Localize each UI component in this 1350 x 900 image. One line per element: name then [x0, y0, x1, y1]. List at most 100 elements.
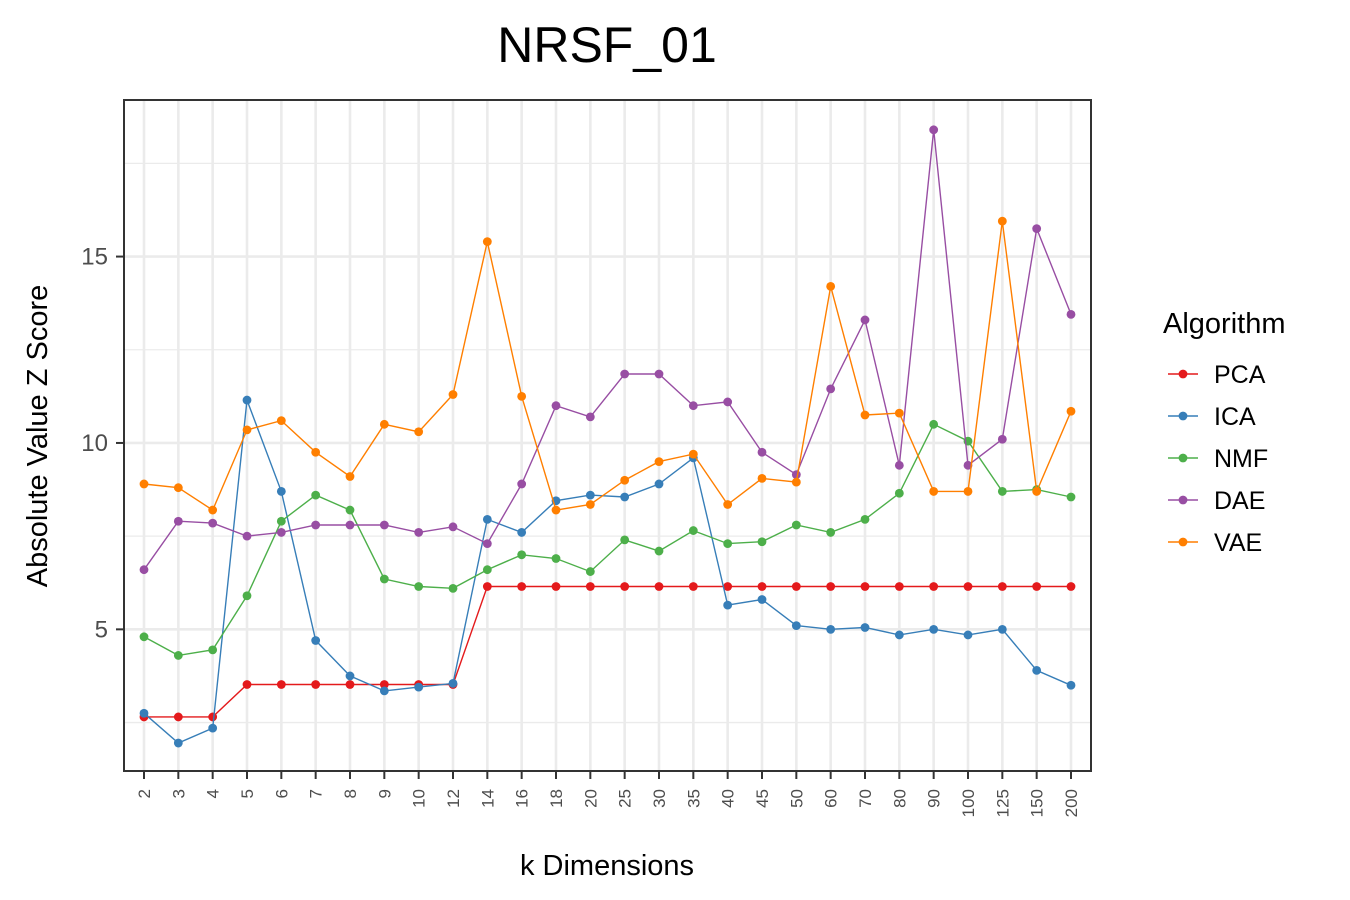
data-point: [379, 574, 389, 584]
data-point: [551, 401, 561, 411]
x-tick-label: 20: [581, 789, 600, 808]
data-point: [414, 528, 424, 537]
x-tick-label: 8: [341, 789, 360, 798]
data-point: [997, 434, 1007, 444]
data-point: [379, 520, 389, 530]
data-point: [723, 582, 733, 591]
data-point: [1032, 487, 1042, 496]
data-point: [1066, 309, 1076, 319]
data-point: [860, 315, 870, 325]
x-tick-label: 40: [719, 789, 738, 808]
data-point: [139, 479, 149, 489]
data-point: [276, 528, 286, 537]
data-point: [208, 712, 218, 722]
data-point: [345, 520, 355, 530]
data-point: [276, 516, 286, 526]
data-point: [585, 567, 595, 576]
x-tick-label: 6: [272, 789, 291, 798]
data-point: [757, 473, 767, 483]
data-point: [311, 636, 321, 645]
data-point: [482, 514, 492, 524]
data-point: [242, 680, 252, 689]
data-point: [894, 408, 904, 418]
data-point: [345, 472, 355, 481]
data-point: [414, 682, 424, 692]
data-point: [276, 680, 286, 689]
series-line-dae: [143, 129, 1072, 571]
x-tick-label: 16: [513, 789, 532, 808]
data-point: [551, 582, 561, 591]
x-tick-label: 35: [684, 789, 703, 808]
data-point: [551, 554, 561, 563]
data-point: [448, 390, 458, 399]
legend-item-ica: ICA: [1168, 403, 1256, 431]
data-point: [929, 487, 939, 496]
legend-key-point: [1178, 411, 1188, 421]
data-point: [688, 582, 698, 591]
x-tick-label: 200: [1062, 789, 1081, 817]
data-point: [688, 449, 698, 459]
legend-label: VAE: [1214, 529, 1262, 557]
data-point: [620, 475, 630, 485]
legend-item-pca: PCA: [1168, 361, 1266, 389]
data-point: [517, 479, 527, 489]
data-point: [585, 582, 595, 591]
legend-label: DAE: [1214, 487, 1265, 515]
data-point: [379, 680, 389, 689]
data-point: [482, 582, 492, 591]
data-point: [723, 539, 733, 549]
legend-key-point: [1178, 453, 1188, 463]
data-point: [448, 583, 458, 593]
legend: Algorithm PCA ICA NMF DAE VAE: [1163, 308, 1286, 557]
x-tick-label: 12: [444, 789, 463, 808]
x-tick-label: 14: [478, 789, 497, 808]
data-point: [757, 595, 767, 604]
series-ica: [139, 395, 1076, 748]
data-point: [826, 624, 836, 634]
data-point: [791, 477, 801, 487]
data-point: [139, 565, 149, 575]
series-dae: [139, 125, 1076, 575]
x-tick-label: 9: [375, 789, 394, 798]
data-point: [139, 708, 149, 718]
data-point: [963, 487, 973, 496]
data-point: [173, 738, 183, 748]
chart-title: NRSF_01: [497, 17, 717, 73]
data-point: [654, 546, 664, 556]
x-tick-label: 90: [925, 789, 944, 808]
y-axis-title: Absolute Value Z Score: [22, 285, 54, 588]
legend-item-dae: DAE: [1168, 487, 1265, 515]
data-point: [997, 624, 1007, 634]
data-point: [1066, 492, 1076, 502]
series-line-pca: [144, 585, 1071, 718]
data-point: [173, 651, 183, 660]
data-point: [757, 447, 767, 457]
data-point: [379, 686, 389, 696]
data-point: [379, 419, 389, 429]
x-tick-label: 7: [307, 789, 326, 798]
legend-label: ICA: [1214, 403, 1256, 431]
x-tick-label: 100: [959, 789, 978, 817]
data-point: [414, 582, 424, 591]
data-point: [482, 539, 492, 549]
data-point: [963, 460, 973, 470]
data-point: [311, 490, 321, 500]
data-point: [276, 487, 286, 496]
data-point: [929, 419, 939, 429]
data-point: [620, 492, 630, 502]
x-tick-label: 45: [753, 789, 772, 808]
series-layer: [139, 125, 1076, 748]
legend-items: PCA ICA NMF DAE VAE: [1168, 361, 1268, 557]
data-point: [894, 460, 904, 470]
plot-frame: [123, 99, 1092, 772]
data-point: [208, 723, 218, 733]
data-point: [517, 391, 527, 401]
x-tick-label: 125: [993, 789, 1012, 817]
legend-key-point: [1178, 537, 1188, 547]
data-point: [585, 490, 595, 500]
x-tick-label: 2: [135, 789, 154, 798]
data-point: [276, 416, 286, 425]
data-point: [173, 483, 183, 493]
data-point: [688, 526, 698, 535]
